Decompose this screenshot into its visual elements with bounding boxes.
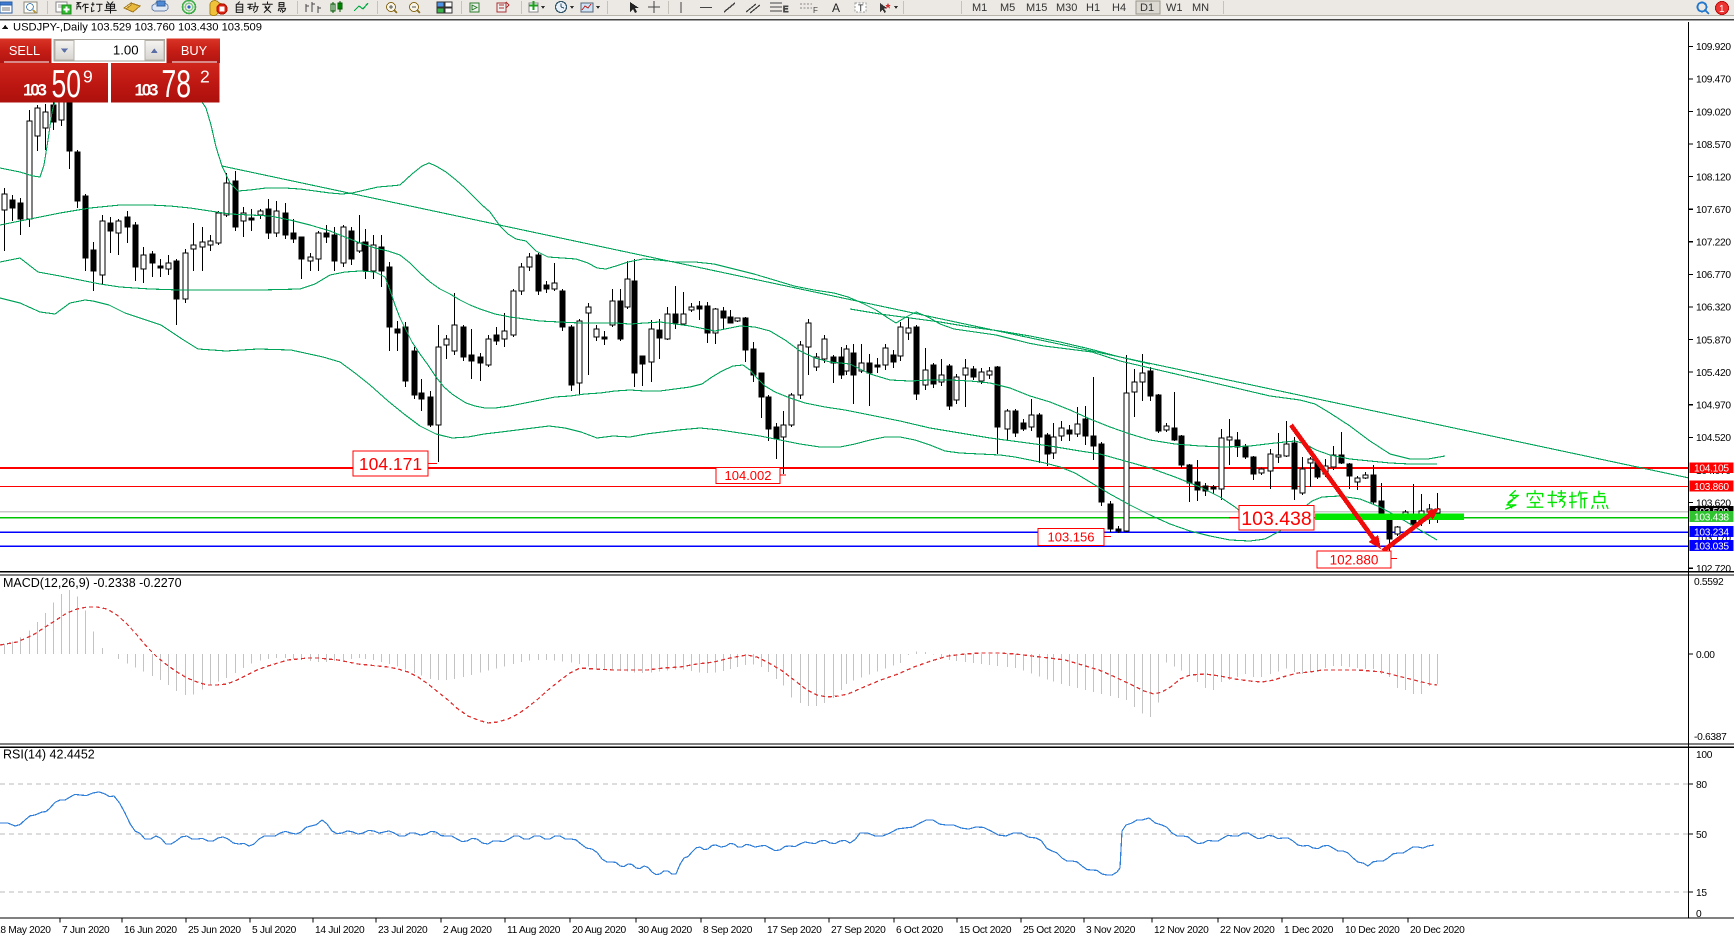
svg-text:106.320: 106.320 bbox=[1696, 303, 1731, 314]
svg-text:9: 9 bbox=[83, 67, 93, 87]
svg-text:50: 50 bbox=[1696, 830, 1707, 841]
svg-text:M15: M15 bbox=[1026, 2, 1047, 14]
svg-text:104.970: 104.970 bbox=[1696, 401, 1731, 412]
svg-text:E: E bbox=[783, 5, 788, 14]
svg-text:23 Jul 2020: 23 Jul 2020 bbox=[378, 925, 428, 936]
svg-text:H4: H4 bbox=[1112, 2, 1126, 14]
svg-text:RSI(14) 42.4452: RSI(14) 42.4452 bbox=[3, 748, 95, 762]
svg-text:D1: D1 bbox=[1140, 2, 1154, 14]
svg-text:USDJPY-,Daily 103.529 103.760: USDJPY-,Daily 103.529 103.760 103.430 10… bbox=[13, 22, 262, 34]
svg-text:M1: M1 bbox=[972, 2, 987, 14]
svg-text:103.035: 103.035 bbox=[1694, 541, 1729, 552]
svg-text:103.438: 103.438 bbox=[1694, 512, 1729, 523]
svg-text:109.470: 109.470 bbox=[1696, 75, 1731, 86]
svg-text:0.00: 0.00 bbox=[1696, 650, 1715, 661]
svg-text:30 Aug 2020: 30 Aug 2020 bbox=[638, 925, 693, 936]
svg-text:F: F bbox=[813, 6, 818, 15]
svg-text:17 Sep 2020: 17 Sep 2020 bbox=[767, 925, 822, 936]
svg-text:103: 103 bbox=[23, 81, 47, 100]
svg-text:A: A bbox=[832, 1, 840, 15]
svg-text:103.860: 103.860 bbox=[1694, 482, 1729, 493]
svg-text:12 Nov 2020: 12 Nov 2020 bbox=[1154, 925, 1209, 936]
svg-text:104.171: 104.171 bbox=[359, 454, 422, 474]
svg-text:78: 78 bbox=[162, 63, 192, 106]
svg-text:MACD(12,26,9) -0.2338 -0.2270: MACD(12,26,9) -0.2338 -0.2270 bbox=[3, 576, 182, 590]
svg-text:107.220: 107.220 bbox=[1696, 238, 1731, 249]
svg-text:1: 1 bbox=[1719, 4, 1725, 15]
svg-text:20 Aug 2020: 20 Aug 2020 bbox=[572, 925, 627, 936]
svg-text:103.438: 103.438 bbox=[1241, 508, 1312, 530]
svg-text:H1: H1 bbox=[1086, 2, 1100, 14]
svg-text:16 Jun 2020: 16 Jun 2020 bbox=[124, 925, 177, 936]
svg-text:0: 0 bbox=[1696, 909, 1702, 920]
svg-text:28 May 2020: 28 May 2020 bbox=[0, 925, 51, 936]
svg-text:25 Oct 2020: 25 Oct 2020 bbox=[1023, 925, 1076, 936]
svg-text:M30: M30 bbox=[1056, 2, 1077, 14]
svg-text:11 Aug 2020: 11 Aug 2020 bbox=[507, 925, 561, 936]
svg-text:108.570: 108.570 bbox=[1696, 140, 1731, 151]
svg-text:102.720: 102.720 bbox=[1696, 564, 1731, 575]
svg-text:22 Nov 2020: 22 Nov 2020 bbox=[1220, 925, 1275, 936]
svg-text:2 Aug 2020: 2 Aug 2020 bbox=[443, 925, 492, 936]
svg-text:MN: MN bbox=[1192, 2, 1209, 14]
svg-text:100: 100 bbox=[1696, 750, 1713, 761]
svg-text:14 Jul 2020: 14 Jul 2020 bbox=[315, 925, 365, 936]
svg-text:108.120: 108.120 bbox=[1696, 172, 1731, 183]
svg-text:5 Jul 2020: 5 Jul 2020 bbox=[252, 925, 297, 936]
svg-text:103.170: 103.170 bbox=[1696, 534, 1731, 545]
svg-text:80: 80 bbox=[1696, 780, 1707, 791]
svg-text:10 Dec 2020: 10 Dec 2020 bbox=[1345, 925, 1400, 936]
svg-text:50: 50 bbox=[52, 63, 82, 106]
svg-text:15 Oct 2020: 15 Oct 2020 bbox=[959, 925, 1012, 936]
svg-text:103.620: 103.620 bbox=[1696, 498, 1731, 509]
svg-text:BUY: BUY bbox=[181, 43, 208, 58]
svg-text:3 Nov 2020: 3 Nov 2020 bbox=[1086, 925, 1136, 936]
svg-text:106.770: 106.770 bbox=[1696, 270, 1731, 281]
svg-text:105.420: 105.420 bbox=[1696, 368, 1731, 379]
svg-text:109.020: 109.020 bbox=[1696, 107, 1731, 118]
svg-text:105.870: 105.870 bbox=[1696, 335, 1731, 346]
svg-text:W1: W1 bbox=[1166, 2, 1183, 14]
svg-text:-0.6387: -0.6387 bbox=[1694, 732, 1727, 743]
svg-text:15: 15 bbox=[1696, 888, 1707, 899]
svg-text:104.002: 104.002 bbox=[725, 468, 772, 483]
svg-text:25 Jun 2020: 25 Jun 2020 bbox=[188, 925, 241, 936]
svg-text:SELL: SELL bbox=[9, 43, 40, 58]
svg-text:7 Jun 2020: 7 Jun 2020 bbox=[62, 925, 110, 936]
svg-text:0.5592: 0.5592 bbox=[1694, 577, 1724, 588]
svg-text:2: 2 bbox=[200, 67, 210, 87]
svg-text:107.670: 107.670 bbox=[1696, 205, 1731, 216]
svg-text:T: T bbox=[858, 3, 864, 13]
svg-text:103.234: 103.234 bbox=[1694, 527, 1729, 538]
svg-text:6 Oct 2020: 6 Oct 2020 bbox=[896, 925, 943, 936]
svg-text:103: 103 bbox=[135, 81, 159, 100]
svg-text:M5: M5 bbox=[1000, 2, 1015, 14]
svg-text:1 Dec 2020: 1 Dec 2020 bbox=[1284, 925, 1334, 936]
svg-text:103.156: 103.156 bbox=[1048, 530, 1095, 545]
svg-text:102.880: 102.880 bbox=[1330, 552, 1379, 567]
svg-text:1.00: 1.00 bbox=[113, 43, 139, 58]
svg-text:20 Dec 2020: 20 Dec 2020 bbox=[1410, 925, 1465, 936]
svg-text:104.520: 104.520 bbox=[1696, 433, 1731, 444]
svg-text:8 Sep 2020: 8 Sep 2020 bbox=[703, 925, 753, 936]
svg-text:109.920: 109.920 bbox=[1696, 42, 1731, 53]
svg-text:27 Sep 2020: 27 Sep 2020 bbox=[831, 925, 886, 936]
svg-text:104.105: 104.105 bbox=[1694, 464, 1729, 475]
